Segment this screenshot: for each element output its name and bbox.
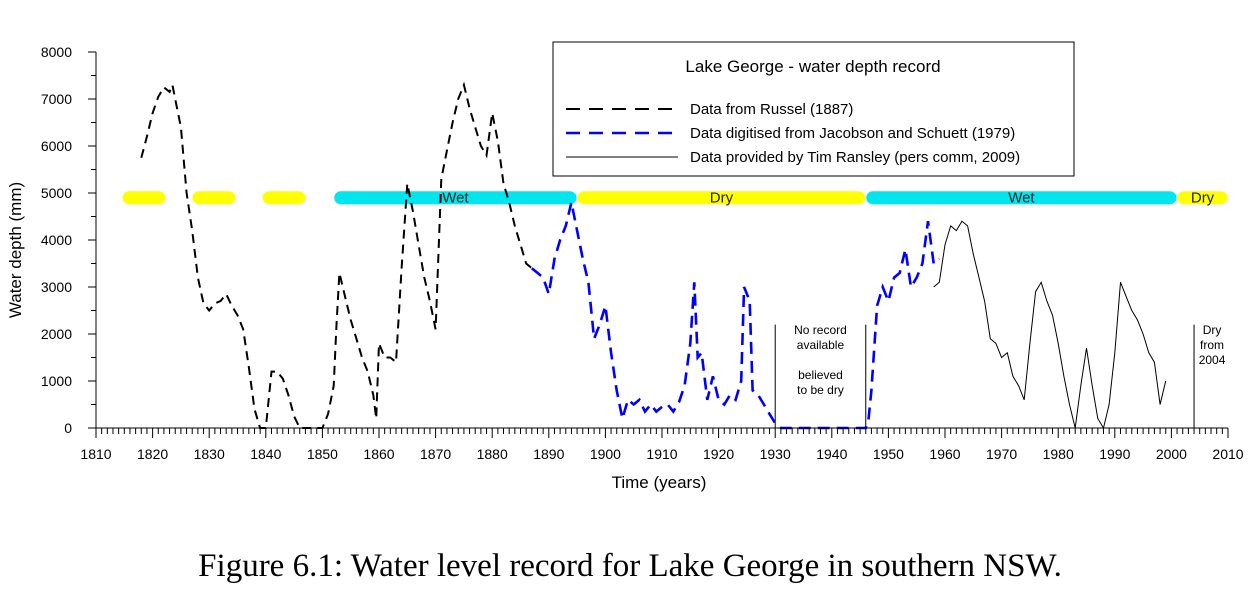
y-tick-label: 5000	[41, 185, 72, 201]
annotation-text-1-2: 2004	[1199, 353, 1226, 367]
legend-label-0: Data from Russel (1887)	[690, 101, 853, 118]
y-axis-title: Water depth (mm)	[6, 182, 25, 318]
x-tick-label: 1810	[80, 446, 111, 462]
x-tick-label: 1910	[646, 446, 677, 462]
x-tick-label: 1840	[250, 446, 281, 462]
x-tick-label: 1980	[1043, 446, 1074, 462]
x-tick-label: 1900	[590, 446, 621, 462]
x-tick-label: 1990	[1099, 446, 1130, 462]
y-tick-label: 6000	[41, 138, 72, 154]
x-tick-label: 1960	[929, 446, 960, 462]
x-tick-label: 2000	[1156, 446, 1187, 462]
y-tick-label: 3000	[41, 279, 72, 295]
series-line-1	[530, 202, 941, 430]
annotation-text-0-0: No record	[794, 323, 847, 337]
x-tick-label: 2010	[1212, 446, 1243, 462]
axes: 1810 1820 1830 1840 1850 1860 1870 1880 1890 1900…	[6, 44, 1244, 492]
annotation-text-1-0: Dry	[1203, 323, 1222, 337]
x-tick-label: 1850	[307, 446, 338, 462]
legend-label-2: Data provided by Tim Ransley (pers comm,…	[690, 149, 1020, 166]
x-tick-label: 1870	[420, 446, 451, 462]
band-label-4: Dry	[1191, 190, 1215, 207]
annotation-text-1-1: from	[1200, 338, 1224, 352]
x-tick-label: 1880	[477, 446, 508, 462]
legend: Lake George - water depth record Data fr…	[552, 41, 1075, 177]
x-tick-label: 1920	[703, 446, 734, 462]
y-tick-label: 0	[64, 420, 72, 436]
band-label-1: Wet	[442, 190, 469, 207]
annotation-text-0-1: available	[797, 338, 845, 352]
x-tick-label: 1830	[194, 446, 225, 462]
band-label-3: Wet	[1008, 190, 1035, 207]
x-axis-title: Time (years)	[612, 473, 707, 492]
figure-caption: Figure 6.1: Water level record for Lake …	[198, 548, 1062, 584]
annotation-text-0-4: to be dry	[797, 383, 844, 397]
legend-label-1: Data digitised from Jacobson and Schuett…	[690, 125, 1015, 142]
x-tick-label: 1930	[760, 446, 791, 462]
y-tick-label: 2000	[41, 326, 72, 342]
x-tick-label: 1890	[533, 446, 564, 462]
series-lines	[140, 81, 1167, 430]
chart-title: Lake George - water depth record	[685, 57, 940, 76]
y-tick-label: 7000	[41, 91, 72, 107]
y-tick-label: 1000	[41, 373, 72, 389]
x-tick-label: 1970	[986, 446, 1017, 462]
wet-dry-bands: Wet Dry Wet Dry	[122, 190, 1228, 207]
series-line-0	[140, 81, 533, 429]
x-tick-label: 1940	[816, 446, 847, 462]
band-label-2: Dry	[710, 190, 734, 207]
annotation-text-0-3: believed	[798, 368, 843, 382]
x-tick-label: 1950	[873, 446, 904, 462]
y-tick-label: 8000	[41, 44, 72, 60]
x-tick-label: 1860	[363, 446, 394, 462]
x-tick-label: 1820	[137, 446, 168, 462]
series-line-2	[933, 220, 1167, 430]
y-tick-label: 4000	[41, 232, 72, 248]
